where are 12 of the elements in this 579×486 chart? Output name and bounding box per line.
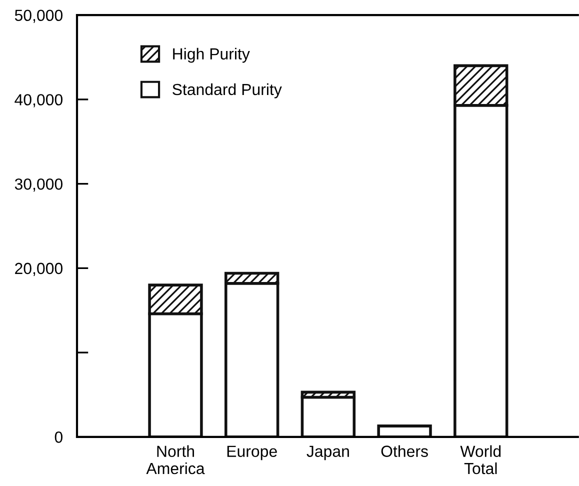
- x-tick-label: North America: [146, 445, 205, 474]
- x-tick-label: Others: [381, 445, 428, 457]
- x-tick-label: Europe: [227, 446, 277, 460]
- legend-label: Standard Purity: [172, 83, 282, 98]
- x-tick-label: World Total: [460, 445, 501, 474]
- x-tick-label: Japan: [306, 446, 349, 460]
- legend-label: High Purity: [173, 48, 250, 63]
- y-tick-label: 40,000: [14, 94, 62, 108]
- y-tick-label: 30,000: [14, 178, 62, 192]
- y-tick-label: 0: [54, 432, 62, 443]
- y-tick-label: 50,000: [14, 10, 62, 23]
- y-tick-label: 20,000: [15, 262, 62, 276]
